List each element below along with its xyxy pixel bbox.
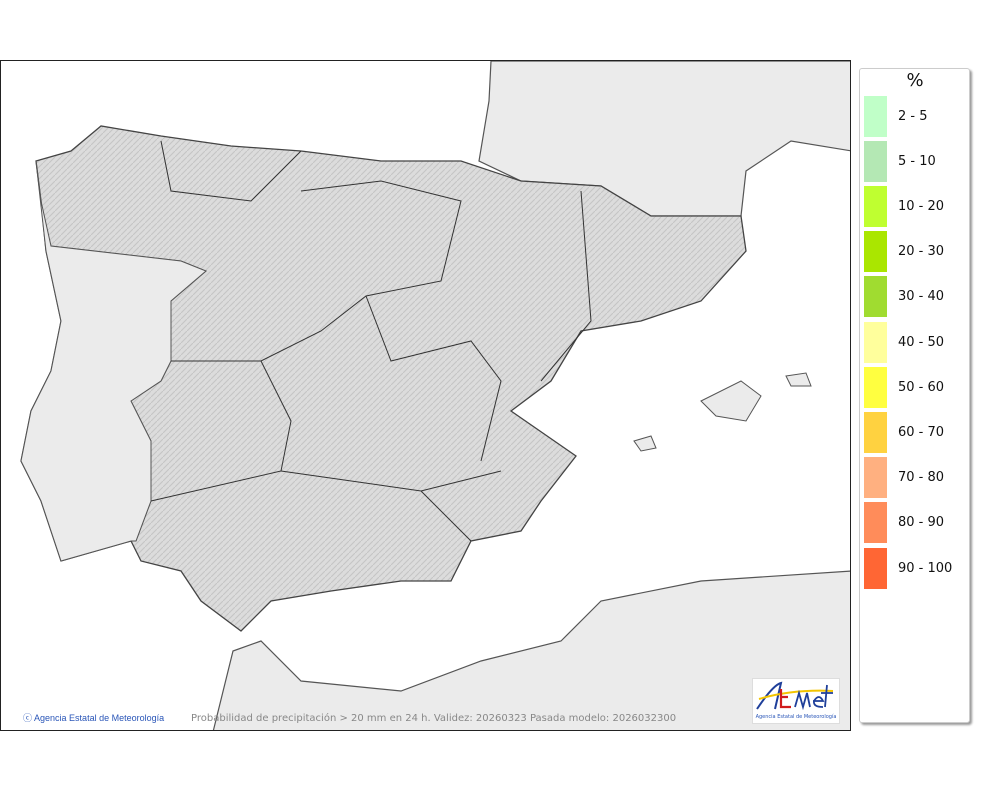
legend-item: 70 - 80 <box>864 457 944 499</box>
legend-item: 60 - 70 <box>864 411 944 453</box>
legend-swatch <box>864 185 887 227</box>
legend-label: 30 - 40 <box>898 289 945 305</box>
logo-subtitle: Agencia Estatal de Meteorología <box>755 714 837 720</box>
iberia-map <box>20 61 850 730</box>
aemet-logo-mark <box>756 681 834 711</box>
legend-item: 90 - 100 <box>864 547 952 589</box>
legend-label: 2 - 5 <box>898 108 928 124</box>
legend-label: 80 - 90 <box>898 515 945 531</box>
legend-swatch <box>864 366 887 408</box>
legend-item: 40 - 50 <box>864 321 944 363</box>
legend-item: 2 - 5 <box>864 95 928 137</box>
legend-swatch <box>864 547 887 589</box>
legend-label: 5 - 10 <box>898 153 936 169</box>
legend-item: 10 - 20 <box>864 185 944 227</box>
legend-item: 20 - 30 <box>864 231 944 273</box>
legend-swatch <box>864 276 887 318</box>
legend-label: 20 - 30 <box>898 244 945 260</box>
legend-swatch <box>864 231 887 273</box>
legend-item: 30 - 40 <box>864 276 944 318</box>
legend-swatch <box>864 457 887 499</box>
legend-item: 5 - 10 <box>864 140 936 182</box>
legend-swatch <box>864 321 887 363</box>
agency-credit[interactable]: ⓒ Agencia Estatal de Meteorología <box>23 711 164 724</box>
menorca <box>785 372 812 387</box>
legend: % 2 - 5 5 - 10 10 - 20 20 - 30 30 - 40 40 - 5… <box>859 68 970 723</box>
map-caption: Probabilidad de precipitación > 20 mm en… <box>191 713 677 724</box>
legend-item: 50 - 60 <box>864 366 944 408</box>
mallorca <box>700 380 762 422</box>
legend-label: 90 - 100 <box>898 560 953 576</box>
aemet-logo: Agencia Estatal de Meteorología <box>752 678 840 724</box>
africa-landmass <box>212 570 850 730</box>
legend-label: 40 - 50 <box>898 334 945 350</box>
map-panel[interactable]: ⓒ Agencia Estatal de Meteorología Probab… <box>0 60 851 731</box>
legend-label: 60 - 70 <box>898 424 945 440</box>
legend-title: % <box>906 70 924 91</box>
legend-swatch <box>864 95 887 137</box>
legend-item: 80 - 90 <box>864 502 944 544</box>
credit-text: Agencia Estatal de Meteorología <box>34 713 165 723</box>
legend-label: 50 - 60 <box>898 379 945 395</box>
legend-swatch <box>864 140 887 182</box>
legend-label: 70 - 80 <box>898 470 945 486</box>
legend-swatch <box>864 502 887 544</box>
ibiza <box>633 435 657 452</box>
region-borders <box>150 140 592 542</box>
legend-label: 10 - 20 <box>898 198 945 214</box>
legend-swatch <box>864 411 887 453</box>
copyright-icon: ⓒ <box>23 713 33 723</box>
